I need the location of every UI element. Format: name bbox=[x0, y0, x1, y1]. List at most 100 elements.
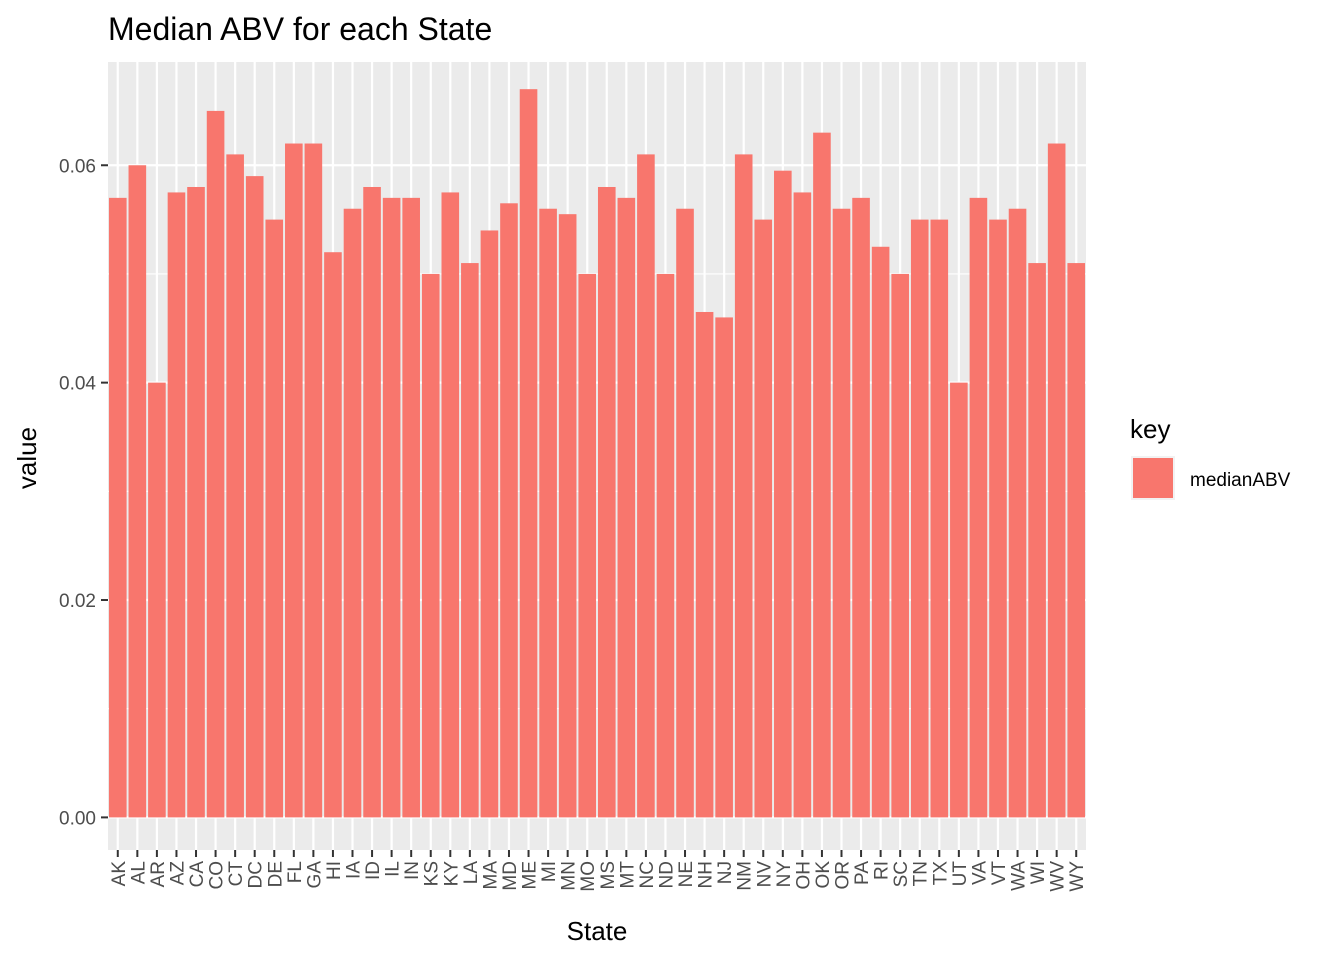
bar-wy bbox=[1067, 263, 1086, 818]
bar-in bbox=[402, 197, 420, 818]
x-tick-label: OR bbox=[833, 861, 854, 890]
bar-ne bbox=[676, 208, 694, 818]
x-tick-label: OK bbox=[813, 861, 834, 889]
x-tick-label: RI bbox=[872, 861, 893, 880]
bar-mt bbox=[617, 197, 636, 818]
bar-mn bbox=[558, 214, 577, 818]
bar-nh bbox=[695, 311, 714, 818]
bar-va bbox=[969, 197, 988, 818]
plot-panel bbox=[108, 62, 1086, 850]
bar-vt bbox=[989, 219, 1007, 818]
y-tick-label: 0.00 bbox=[59, 808, 96, 829]
bar-ok bbox=[813, 132, 831, 818]
x-tick-label: DC bbox=[246, 861, 267, 888]
x-tick-label: ND bbox=[656, 861, 677, 888]
x-tick-label: IA bbox=[344, 861, 365, 879]
x-tick-label: MT bbox=[617, 861, 638, 889]
bar-me bbox=[519, 89, 538, 818]
x-tick-label: MN bbox=[559, 861, 580, 891]
y-tick-label: 0.04 bbox=[59, 374, 96, 395]
x-tick-label: CT bbox=[226, 861, 247, 887]
bar-sc bbox=[891, 273, 909, 818]
bar-wa bbox=[1008, 208, 1027, 818]
bar-ks bbox=[421, 273, 440, 818]
x-tick-label: OH bbox=[793, 861, 814, 890]
x-tick-label: MA bbox=[480, 861, 501, 890]
legend-label-medianabv: medianABV bbox=[1190, 470, 1291, 491]
bar-mi bbox=[539, 208, 557, 818]
bar-de bbox=[265, 219, 284, 818]
x-tick-label: HI bbox=[324, 861, 345, 880]
bar-id bbox=[363, 186, 381, 818]
bar-oh bbox=[793, 192, 812, 818]
x-tick-label: WY bbox=[1067, 861, 1088, 892]
bar-wi bbox=[1028, 263, 1046, 818]
x-tick-label: MD bbox=[500, 861, 521, 891]
bar-nv bbox=[754, 219, 773, 818]
x-tick-label: UT bbox=[950, 861, 971, 887]
bar-hi bbox=[324, 252, 342, 818]
x-tick-label: AL bbox=[128, 861, 149, 884]
x-axis-title: State bbox=[567, 916, 628, 946]
x-tick-label: ME bbox=[520, 861, 541, 890]
x-tick-label: SC bbox=[891, 861, 912, 887]
bar-nj bbox=[715, 317, 733, 818]
x-tick-label: NJ bbox=[715, 861, 736, 884]
x-tick-label: KY bbox=[441, 861, 462, 887]
x-tick-label: LA bbox=[461, 861, 482, 885]
bar-or bbox=[832, 208, 851, 818]
x-tick-label: GA bbox=[304, 861, 325, 889]
x-tick-label: NE bbox=[676, 861, 697, 887]
x-tick-label: KS bbox=[422, 861, 443, 886]
x-tick-label: AK bbox=[109, 861, 130, 887]
x-tick-label: NC bbox=[637, 861, 658, 888]
x-tick-label: TN bbox=[911, 861, 932, 886]
chart-title: Median ABV for each State bbox=[108, 11, 492, 47]
x-tick-label: NY bbox=[774, 861, 795, 888]
bar-mo bbox=[578, 273, 597, 818]
bar-la bbox=[461, 263, 479, 818]
bar-ut bbox=[950, 382, 968, 818]
x-tick-label: IN bbox=[402, 861, 423, 880]
bar-ri bbox=[871, 246, 890, 818]
x-tick-label: VA bbox=[969, 861, 990, 885]
bar-ny bbox=[774, 170, 792, 818]
bar-ct bbox=[226, 154, 244, 818]
x-tick-label: FL bbox=[285, 861, 306, 883]
legend-title: key bbox=[1130, 414, 1170, 444]
bar-ak bbox=[108, 197, 127, 818]
bar-nc bbox=[637, 154, 655, 818]
bar-wv bbox=[1047, 143, 1066, 818]
bar-ar bbox=[148, 382, 166, 818]
x-axis: AKALARAZCACOCTDCDEFLGAHIIAIDILINKSKYLAMA… bbox=[109, 850, 1088, 892]
bar-nd bbox=[656, 273, 675, 818]
bar-dc bbox=[245, 176, 264, 818]
bar-pa bbox=[852, 197, 870, 818]
x-tick-label: CO bbox=[207, 861, 228, 890]
bar-md bbox=[500, 203, 518, 818]
x-tick-label: NV bbox=[754, 861, 775, 888]
x-tick-label: TX bbox=[930, 861, 951, 886]
x-tick-label: MI bbox=[539, 861, 560, 882]
y-tick-label: 0.02 bbox=[59, 591, 96, 612]
bar-fl bbox=[285, 143, 303, 818]
bar-ma bbox=[480, 230, 499, 818]
bar-az bbox=[167, 192, 186, 818]
x-tick-label: CA bbox=[187, 861, 208, 888]
y-tick-label: 0.06 bbox=[59, 156, 96, 177]
bar-il bbox=[382, 197, 401, 818]
y-axis: 0.00 0.02 0.04 0.06 bbox=[59, 156, 108, 829]
legend: key medianABV bbox=[1130, 414, 1291, 500]
legend-key-swatch bbox=[1133, 458, 1173, 498]
x-tick-label: WI bbox=[1028, 861, 1049, 884]
bar-ia bbox=[343, 208, 362, 818]
bar-nm bbox=[734, 154, 753, 818]
x-tick-label: AR bbox=[148, 861, 169, 887]
x-tick-label: WA bbox=[1009, 861, 1030, 891]
x-tick-label: NM bbox=[735, 861, 756, 891]
bar-al bbox=[128, 165, 147, 818]
bar-tn bbox=[910, 219, 929, 818]
x-tick-label: AZ bbox=[167, 861, 188, 886]
y-axis-title: value bbox=[12, 427, 42, 489]
